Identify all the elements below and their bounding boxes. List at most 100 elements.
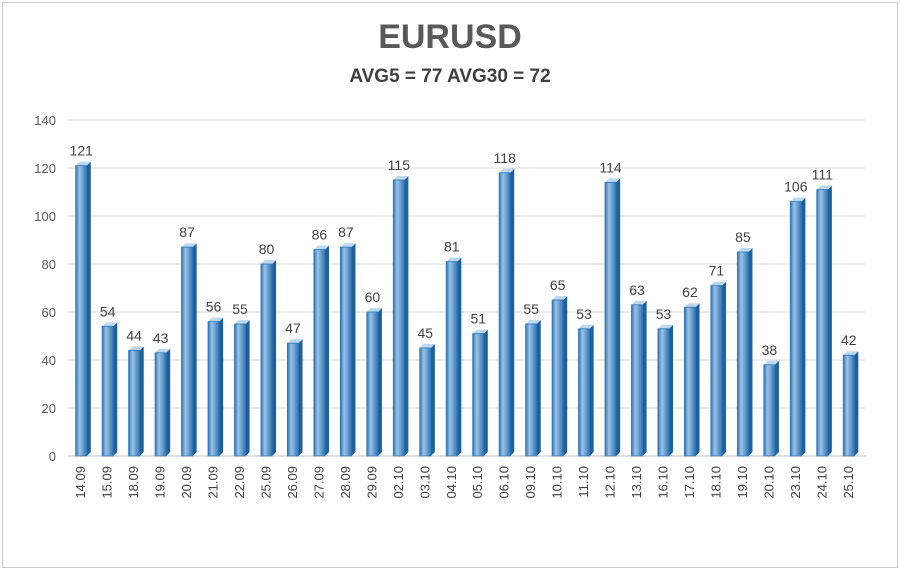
bar-side: [86, 161, 91, 456]
bar-top: [128, 346, 144, 351]
data-label: 62: [682, 284, 698, 300]
x-tick-label: 04.10: [444, 466, 459, 499]
bar: [75, 165, 88, 457]
y-tick-label: 20: [42, 401, 56, 416]
bar-side: [669, 324, 674, 456]
bar-top: [446, 257, 462, 262]
bar-side: [827, 185, 832, 456]
bar-side: [563, 296, 568, 456]
x-tick-label: 11.10: [576, 466, 591, 498]
x-tick-label: 19.10: [735, 466, 750, 499]
bar-top: [790, 197, 806, 202]
bar: [128, 349, 141, 457]
x-tick-label: 02.10: [391, 466, 406, 499]
data-label: 55: [523, 301, 539, 317]
bar: [339, 246, 352, 457]
bar-top: [102, 322, 118, 327]
bar-side: [377, 308, 382, 456]
bar: [578, 328, 591, 457]
y-tick-label: 80: [42, 257, 56, 272]
y-tick-label: 60: [42, 305, 56, 320]
bar: [181, 246, 194, 457]
bar: [710, 285, 723, 457]
bar-side: [642, 300, 647, 456]
bar-side: [219, 317, 224, 456]
chart-subtitle: AVG5 = 77 AVG30 = 72: [349, 66, 551, 87]
bar-top: [155, 348, 171, 353]
bar-top: [499, 168, 515, 173]
data-label: 80: [259, 241, 275, 257]
bar-side: [854, 351, 859, 456]
x-tick-label: 23.10: [788, 466, 803, 499]
data-labels: 121 54 44 43 87 56 55 80 47 86 87 60 115 45 81 51 118 55 6…: [70, 143, 857, 358]
bar: [763, 364, 776, 457]
bar-top: [552, 296, 568, 300]
bar-top: [234, 320, 250, 324]
x-tick-label: 25.10: [841, 466, 856, 499]
bar-side: [324, 245, 329, 456]
bar-top: [684, 303, 700, 308]
x-tick-label: 20.09: [179, 466, 194, 499]
data-label: 118: [494, 150, 517, 166]
bar: [234, 323, 246, 457]
bar: [366, 311, 379, 457]
bar-top: [287, 339, 303, 344]
data-label: 47: [285, 320, 301, 336]
bar: [684, 306, 696, 457]
data-label: 81: [444, 239, 460, 255]
bar-side: [113, 322, 118, 456]
bar-side: [272, 260, 277, 456]
bar-side: [721, 281, 726, 456]
data-label: 65: [550, 277, 566, 293]
bar: [631, 304, 643, 457]
bar-top: [260, 260, 277, 264]
bar-side: [748, 248, 753, 456]
bar: [816, 189, 829, 457]
data-label: 60: [365, 289, 381, 305]
bar-top: [525, 320, 541, 324]
bar-top: [340, 243, 356, 248]
bar: [498, 172, 511, 457]
data-label: 87: [338, 224, 354, 240]
x-tick-label: 27.09: [311, 466, 326, 499]
data-label: 121: [70, 143, 94, 159]
x-tick-label: 03.10: [417, 466, 432, 499]
data-label: 87: [179, 224, 195, 240]
bar-side: [510, 168, 515, 457]
bar-top: [631, 300, 647, 305]
x-tick-label: 28.09: [338, 466, 353, 499]
y-tick-label: 40: [42, 353, 56, 368]
bar-top: [313, 245, 329, 250]
data-label: 53: [656, 306, 672, 322]
x-tick-label: 18.10: [708, 466, 723, 499]
data-label: 56: [206, 299, 222, 315]
bar: [789, 201, 802, 457]
x-tick-label: 18.09: [126, 466, 141, 499]
data-label: 86: [312, 227, 328, 243]
bar-side: [695, 303, 700, 456]
x-tick-label: 22.09: [232, 466, 247, 499]
y-tick-label: 140: [34, 113, 56, 128]
bar-side: [404, 176, 409, 456]
bar: [472, 333, 485, 457]
bar: [525, 323, 538, 457]
x-tick-label: 17.10: [682, 466, 697, 499]
data-label: 71: [709, 263, 725, 279]
data-label: 85: [735, 229, 751, 245]
bar-side: [483, 329, 488, 456]
bar-top: [605, 178, 621, 183]
y-axis: 0 20 40 60 80 100 120 140: [34, 113, 56, 464]
bar-top: [816, 185, 832, 190]
x-tick-label: 12.10: [603, 466, 618, 499]
bar: [101, 325, 114, 457]
x-axis: 14.09 15.09 18.09 19.09 20.09 21.09 22.09 25.09…: [73, 466, 856, 499]
bar: [445, 261, 458, 457]
bar-top: [472, 329, 488, 334]
x-tick-label: 13.10: [629, 466, 644, 499]
bar: [736, 251, 749, 457]
bar: [551, 299, 564, 457]
bar-top: [657, 324, 674, 329]
bar: [842, 354, 855, 457]
bar-top: [578, 324, 594, 329]
